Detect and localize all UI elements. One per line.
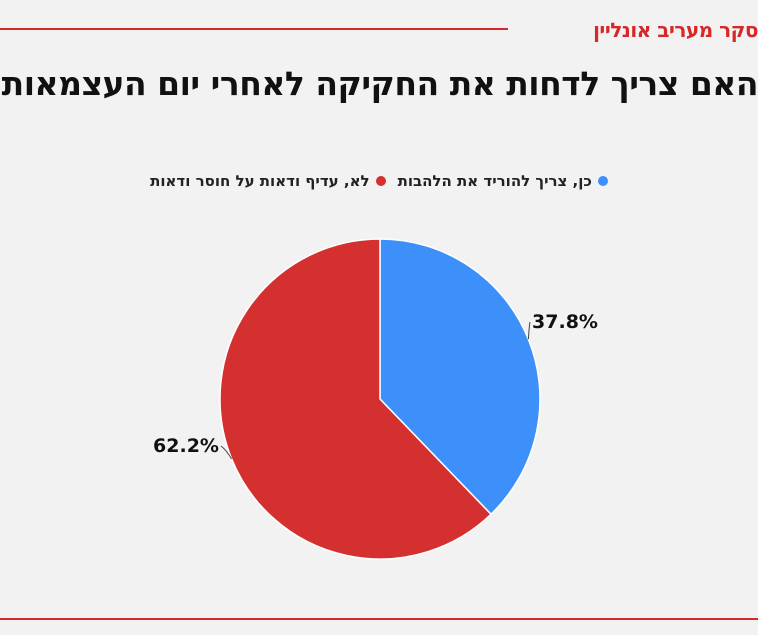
legend-dot-blue [597,176,608,186]
legend-item-yes: כן, צריך להוריד את הלהבות [398,172,608,190]
chart-legend: כן, צריך להוריד את הלהבות לא, עדיף ודאות… [0,172,758,190]
legend-item-no: לא, עדיף ודאות על חוסר ודאות [150,172,386,190]
brand-title: סקר מעריב אונליין [593,18,758,42]
chart-title: האם צריך לדחות את החקיקה לאחרי יום העצמא… [0,64,758,103]
legend-dot-red [375,176,386,186]
pie-slice-0 [379,238,541,516]
legend-label-yes: כן, צריך להוריד את הלהבות [397,172,592,190]
legend-label-no: לא, עדיף ודאות על חוסר ודאות [150,172,370,190]
bottom-divider [0,618,758,620]
leader-line-1 [220,445,233,460]
top-divider [0,28,508,30]
data-label-1: 62.2% [153,435,219,457]
leader-line-0 [527,321,531,340]
pie-slice-1 [219,238,493,560]
data-label-0: 37.8% [532,311,598,333]
